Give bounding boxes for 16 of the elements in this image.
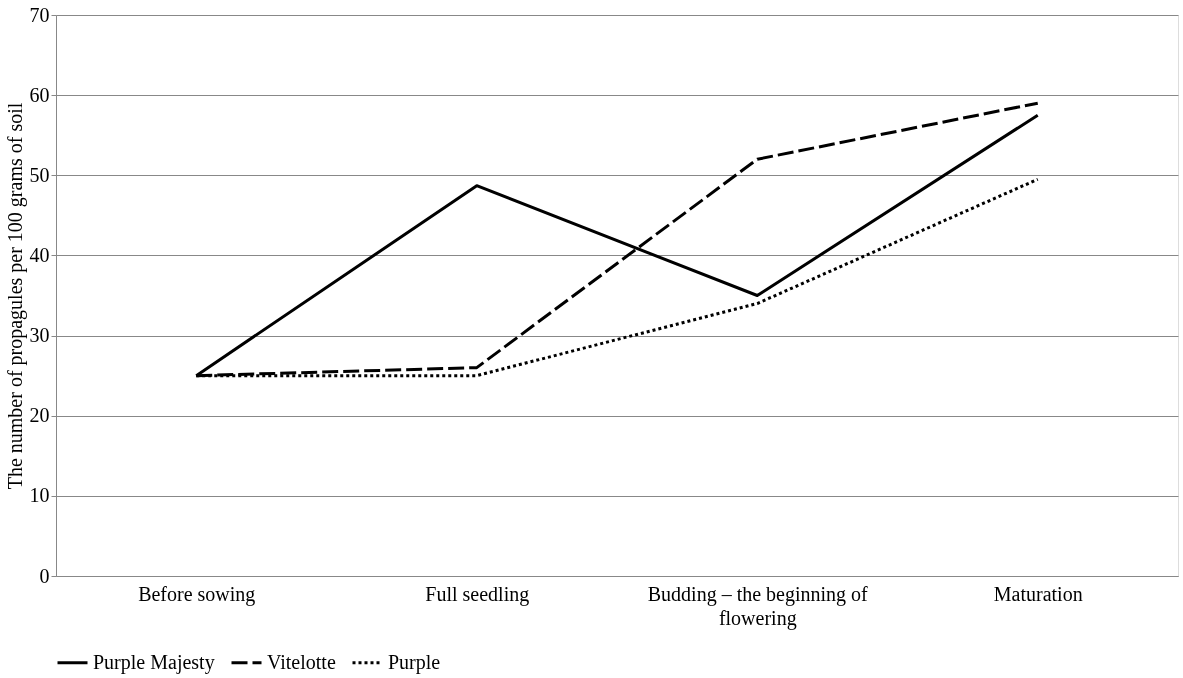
y-tick-label: 70	[29, 3, 50, 26]
x-tick-label: Maturation	[993, 582, 1083, 605]
y-tick-label: 20	[29, 404, 50, 427]
y-tick-label: 0	[39, 564, 50, 587]
x-tick-label: Full seedling	[425, 582, 530, 606]
legend-label: Purple	[388, 650, 441, 674]
y-tick-label: 40	[29, 243, 50, 266]
y-tick-label: 50	[29, 163, 50, 186]
legend-label: Vitelotte	[267, 650, 336, 673]
y-tick-label: 30	[29, 324, 50, 347]
legend-label: Purple Majesty	[93, 650, 215, 674]
y-axis-title: The number of propagules per 100 grams of soil	[3, 102, 27, 490]
x-tick-label: Before sowing	[138, 582, 256, 606]
x-tick-label: Budding – the beginning of flowering	[647, 582, 869, 630]
y-tick-label: 10	[29, 484, 50, 507]
y-tick-label: 60	[29, 83, 50, 106]
